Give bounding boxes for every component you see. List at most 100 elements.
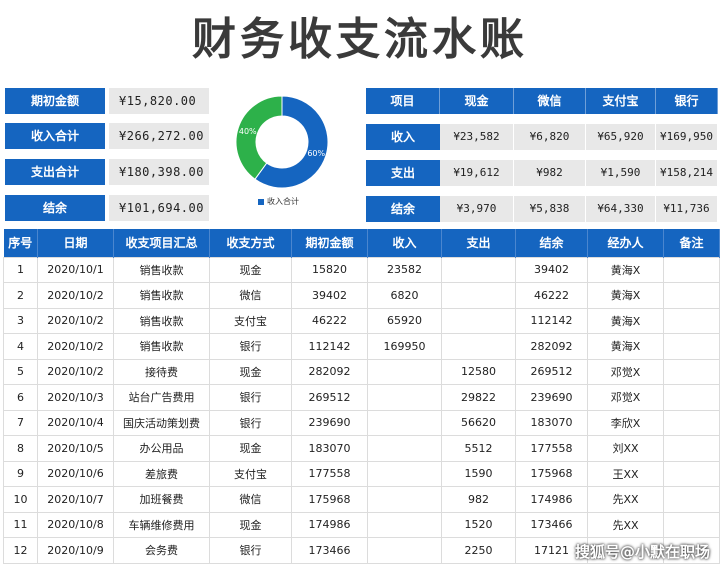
table-cell[interactable] (663, 307, 720, 334)
table-cell[interactable]: 办公用品 (113, 435, 210, 462)
table-cell[interactable] (663, 358, 720, 385)
table-cell[interactable]: 239690 (515, 384, 588, 411)
table-cell[interactable]: 微信 (209, 486, 292, 513)
table-cell[interactable]: 2250 (441, 537, 516, 564)
table-cell[interactable]: 销售收款 (113, 333, 210, 360)
table-cell[interactable]: 239690 (291, 409, 368, 436)
table-cell[interactable]: 29822 (441, 384, 516, 411)
table-cell[interactable]: 银行 (209, 537, 292, 564)
table-cell[interactable]: 282092 (515, 333, 588, 360)
table-row[interactable]: 2 2020/10/2 销售收款 微信 39402 6820 46222 黄海X (3, 282, 720, 309)
table-cell[interactable]: 177558 (291, 460, 368, 487)
table-cell[interactable]: 15820 (291, 256, 368, 283)
table-cell[interactable]: 邓觉X (587, 358, 664, 385)
table-cell[interactable] (663, 486, 720, 513)
table-cell[interactable]: 5 (3, 358, 38, 385)
table-cell[interactable]: 1520 (441, 511, 516, 538)
table-cell[interactable]: 46222 (515, 282, 588, 309)
table-cell[interactable]: 微信 (209, 282, 292, 309)
table-row[interactable]: 1 2020/10/1 销售收款 现金 15820 23582 39402 黄海X (3, 256, 720, 283)
table-cell[interactable]: 173466 (515, 511, 588, 538)
table-cell[interactable]: 2020/10/2 (37, 358, 114, 385)
table-cell[interactable]: 12 (3, 537, 38, 564)
table-cell[interactable]: 282092 (291, 358, 368, 385)
table-cell[interactable] (367, 384, 442, 411)
table-cell[interactable]: 174986 (291, 511, 368, 538)
table-cell[interactable]: 支付宝 (209, 460, 292, 487)
table-cell[interactable]: 174986 (515, 486, 588, 513)
table-cell[interactable]: 112142 (515, 307, 588, 334)
table-cell[interactable]: 23582 (367, 256, 442, 283)
table-cell[interactable]: 39402 (515, 256, 588, 283)
table-cell[interactable]: 5512 (441, 435, 516, 462)
table-row[interactable]: 8 2020/10/5 办公用品 现金 183070 5512 177558 刘XX (3, 435, 720, 462)
table-cell[interactable]: 2020/10/3 (37, 384, 114, 411)
table-row[interactable]: 10 2020/10/7 加班餐费 微信 175968 982 174986 先XX (3, 486, 720, 513)
table-cell[interactable]: 邓觉X (587, 384, 664, 411)
table-cell[interactable] (587, 537, 664, 564)
table-cell[interactable]: 1 (3, 256, 38, 283)
table-cell[interactable] (663, 460, 720, 487)
column-header[interactable]: 期初金额 (291, 229, 368, 257)
table-cell[interactable]: 2020/10/2 (37, 282, 114, 309)
table-cell[interactable]: 站台广告费用 (113, 384, 210, 411)
table-cell[interactable]: 17121 (515, 537, 588, 564)
table-cell[interactable]: 10 (3, 486, 38, 513)
column-header[interactable]: 备注 (663, 229, 720, 257)
table-cell[interactable]: 2020/10/7 (37, 486, 114, 513)
table-cell[interactable]: 现金 (209, 511, 292, 538)
table-cell[interactable]: 269512 (515, 358, 588, 385)
table-cell[interactable]: 刘XX (587, 435, 664, 462)
table-cell[interactable]: 7 (3, 409, 38, 436)
table-cell[interactable] (663, 282, 720, 309)
table-cell[interactable]: 黄海X (587, 333, 664, 360)
table-cell[interactable]: 黄海X (587, 307, 664, 334)
table-cell[interactable]: 国庆活动策划费 (113, 409, 210, 436)
table-cell[interactable]: 2020/10/2 (37, 307, 114, 334)
table-cell[interactable]: 现金 (209, 256, 292, 283)
table-cell[interactable]: 2020/10/5 (37, 435, 114, 462)
table-cell[interactable]: 支付宝 (209, 307, 292, 334)
table-cell[interactable]: 3 (3, 307, 38, 334)
table-cell[interactable]: 11 (3, 511, 38, 538)
column-header[interactable]: 支出 (441, 229, 516, 257)
table-cell[interactable]: 4 (3, 333, 38, 360)
table-cell[interactable] (441, 256, 516, 283)
table-cell[interactable]: 加班餐费 (113, 486, 210, 513)
table-cell[interactable]: 8 (3, 435, 38, 462)
table-cell[interactable]: 销售收款 (113, 256, 210, 283)
table-row[interactable]: 11 2020/10/8 车辆维修费用 现金 174986 1520 173466 先XX (3, 511, 720, 538)
table-cell[interactable] (663, 537, 720, 564)
table-cell[interactable]: 黄海X (587, 282, 664, 309)
table-cell[interactable]: 2020/10/4 (37, 409, 114, 436)
table-cell[interactable]: 56620 (441, 409, 516, 436)
table-cell[interactable]: 175968 (515, 460, 588, 487)
table-cell[interactable]: 会务费 (113, 537, 210, 564)
table-cell[interactable]: 王XX (587, 460, 664, 487)
table-cell[interactable] (367, 409, 442, 436)
table-cell[interactable] (441, 282, 516, 309)
table-cell[interactable] (367, 460, 442, 487)
table-cell[interactable]: 银行 (209, 384, 292, 411)
column-header[interactable]: 日期 (37, 229, 114, 257)
table-cell[interactable]: 2020/10/9 (37, 537, 114, 564)
table-cell[interactable]: 2020/10/8 (37, 511, 114, 538)
table-cell[interactable]: 2 (3, 282, 38, 309)
table-cell[interactable] (663, 384, 720, 411)
table-cell[interactable] (367, 435, 442, 462)
table-cell[interactable]: 销售收款 (113, 282, 210, 309)
table-cell[interactable]: 6 (3, 384, 38, 411)
table-cell[interactable]: 先XX (587, 511, 664, 538)
table-cell[interactable]: 黄海X (587, 256, 664, 283)
table-cell[interactable]: 先XX (587, 486, 664, 513)
table-cell[interactable]: 接待费 (113, 358, 210, 385)
table-cell[interactable]: 169950 (367, 333, 442, 360)
table-row[interactable]: 4 2020/10/2 销售收款 银行 112142 169950 282092 黄海X (3, 333, 720, 360)
table-cell[interactable] (663, 511, 720, 538)
table-cell[interactable]: 183070 (291, 435, 368, 462)
column-header[interactable]: 收入 (367, 229, 442, 257)
column-header[interactable]: 经办人 (587, 229, 664, 257)
table-cell[interactable]: 1590 (441, 460, 516, 487)
table-cell[interactable]: 2020/10/1 (37, 256, 114, 283)
table-cell[interactable]: 269512 (291, 384, 368, 411)
